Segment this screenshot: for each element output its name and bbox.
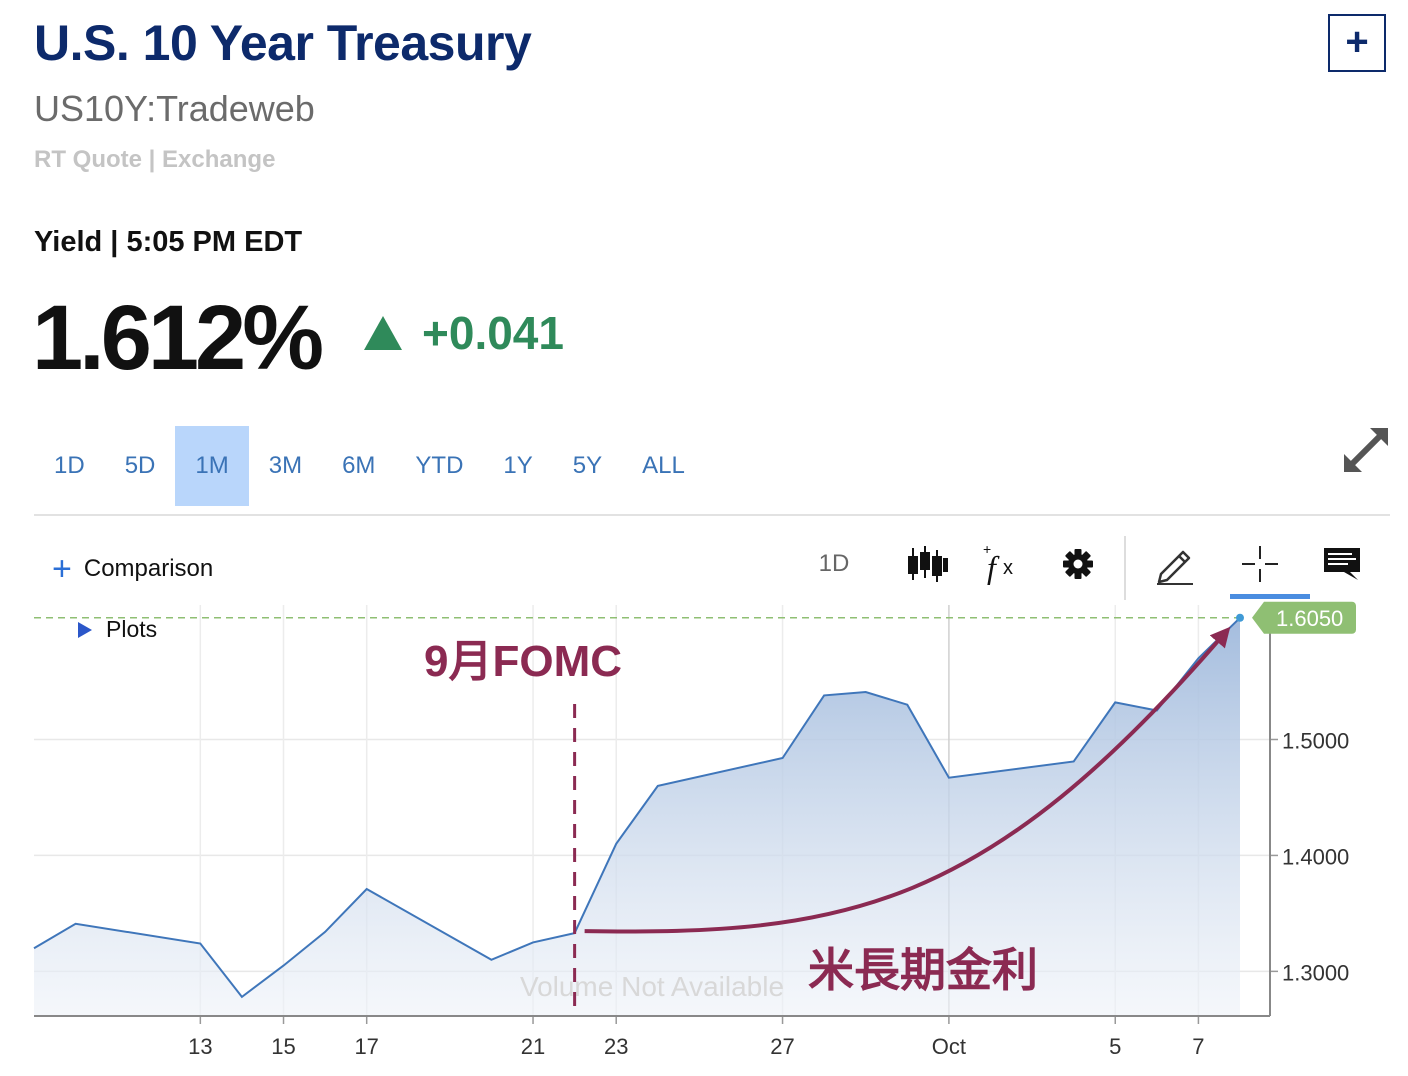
trend-arrow	[584, 626, 1231, 934]
comparison-label: Comparison	[83, 555, 214, 582]
interval-selector[interactable]: 1D	[818, 550, 850, 577]
x-tick-label: 27	[770, 1034, 794, 1059]
svg-text:+: +	[983, 542, 991, 557]
y-tick-label: 1.3000	[1282, 960, 1349, 985]
range-tab-6m[interactable]: 6M	[342, 452, 376, 479]
x-tick-label: 15	[271, 1034, 295, 1059]
range-tab-3m[interactable]: 3M	[268, 452, 303, 479]
pencil-icon[interactable]	[1152, 536, 1198, 592]
up-arrow-icon	[364, 316, 402, 350]
comment-icon[interactable]	[1320, 536, 1364, 592]
yield-time-label: Yield | 5:05 PM EDT	[34, 226, 303, 258]
last-price: 1.612%	[32, 287, 324, 389]
range-tab-ytd[interactable]: YTD	[415, 452, 464, 479]
range-tab-1d[interactable]: 1D	[54, 452, 85, 479]
candlestick-icon[interactable]	[904, 536, 952, 592]
expand-triangle-icon	[78, 621, 92, 638]
range-tab-1y[interactable]: 1Y	[503, 452, 533, 479]
crosshair-icon[interactable]	[1238, 536, 1282, 592]
svg-text:f: f	[987, 549, 1000, 585]
x-tick-label: 13	[188, 1034, 212, 1059]
page-title: U.S. 10 Year Treasury	[34, 15, 532, 71]
x-tick-label: 7	[1192, 1034, 1204, 1059]
last-value-dot	[1236, 613, 1244, 622]
time-range-tabs: 1D 5D 1M 3M 6M YTD 1Y 5Y ALL	[34, 426, 705, 506]
series-line	[33, 617, 1241, 999]
active-tool-indicator	[1230, 594, 1310, 599]
comparison-button[interactable]: + Comparison	[52, 552, 213, 586]
range-tab-5d[interactable]: 5D	[124, 452, 156, 479]
x-tick-label: 23	[604, 1034, 628, 1059]
volume-note: Volume Not Available	[520, 971, 784, 1002]
x-tick-label: 5	[1109, 1034, 1121, 1059]
range-tab-1m[interactable]: 1M	[175, 426, 249, 506]
plots-label: Plots	[106, 616, 158, 642]
x-tick-label: Oct	[932, 1034, 966, 1059]
y-tick-label: 1.5000	[1282, 728, 1349, 753]
x-tick-label: 21	[521, 1034, 545, 1059]
range-tab-all[interactable]: ALL	[642, 452, 685, 479]
range-tab-5y[interactable]: 5Y	[572, 452, 603, 479]
yield-chart[interactable]: Volume Not Available 9月FOMC 米長期金利 1.3000 1…	[0, 600, 1408, 1076]
price-change: +0.041	[422, 307, 564, 359]
gear-icon[interactable]	[1058, 536, 1098, 592]
plots-toggle[interactable]: Plots	[78, 616, 157, 643]
divider	[34, 514, 1390, 516]
chart-axes	[34, 605, 1278, 1024]
add-to-watchlist-button[interactable]: +	[1328, 14, 1386, 72]
fomc-label: 9月FOMC	[424, 637, 622, 686]
last-value-badge	[1252, 601, 1356, 634]
function-icon[interactable]: + f x	[980, 536, 1026, 592]
quote-type-label: RT Quote | Exchange	[34, 146, 276, 173]
plus-icon: +	[52, 550, 72, 588]
trend-label: 米長期金利	[808, 943, 1038, 997]
svg-text:x: x	[1003, 557, 1013, 579]
toolbar-divider	[1124, 536, 1126, 600]
y-tick-label: 1.4000	[1282, 844, 1349, 869]
x-tick-label: 17	[354, 1034, 378, 1059]
series-area	[34, 617, 1240, 1016]
expand-chart-icon[interactable]	[1340, 424, 1392, 476]
last-value-label: 1.6050	[1276, 606, 1343, 631]
symbol-label: US10Y:Tradeweb	[34, 88, 315, 129]
